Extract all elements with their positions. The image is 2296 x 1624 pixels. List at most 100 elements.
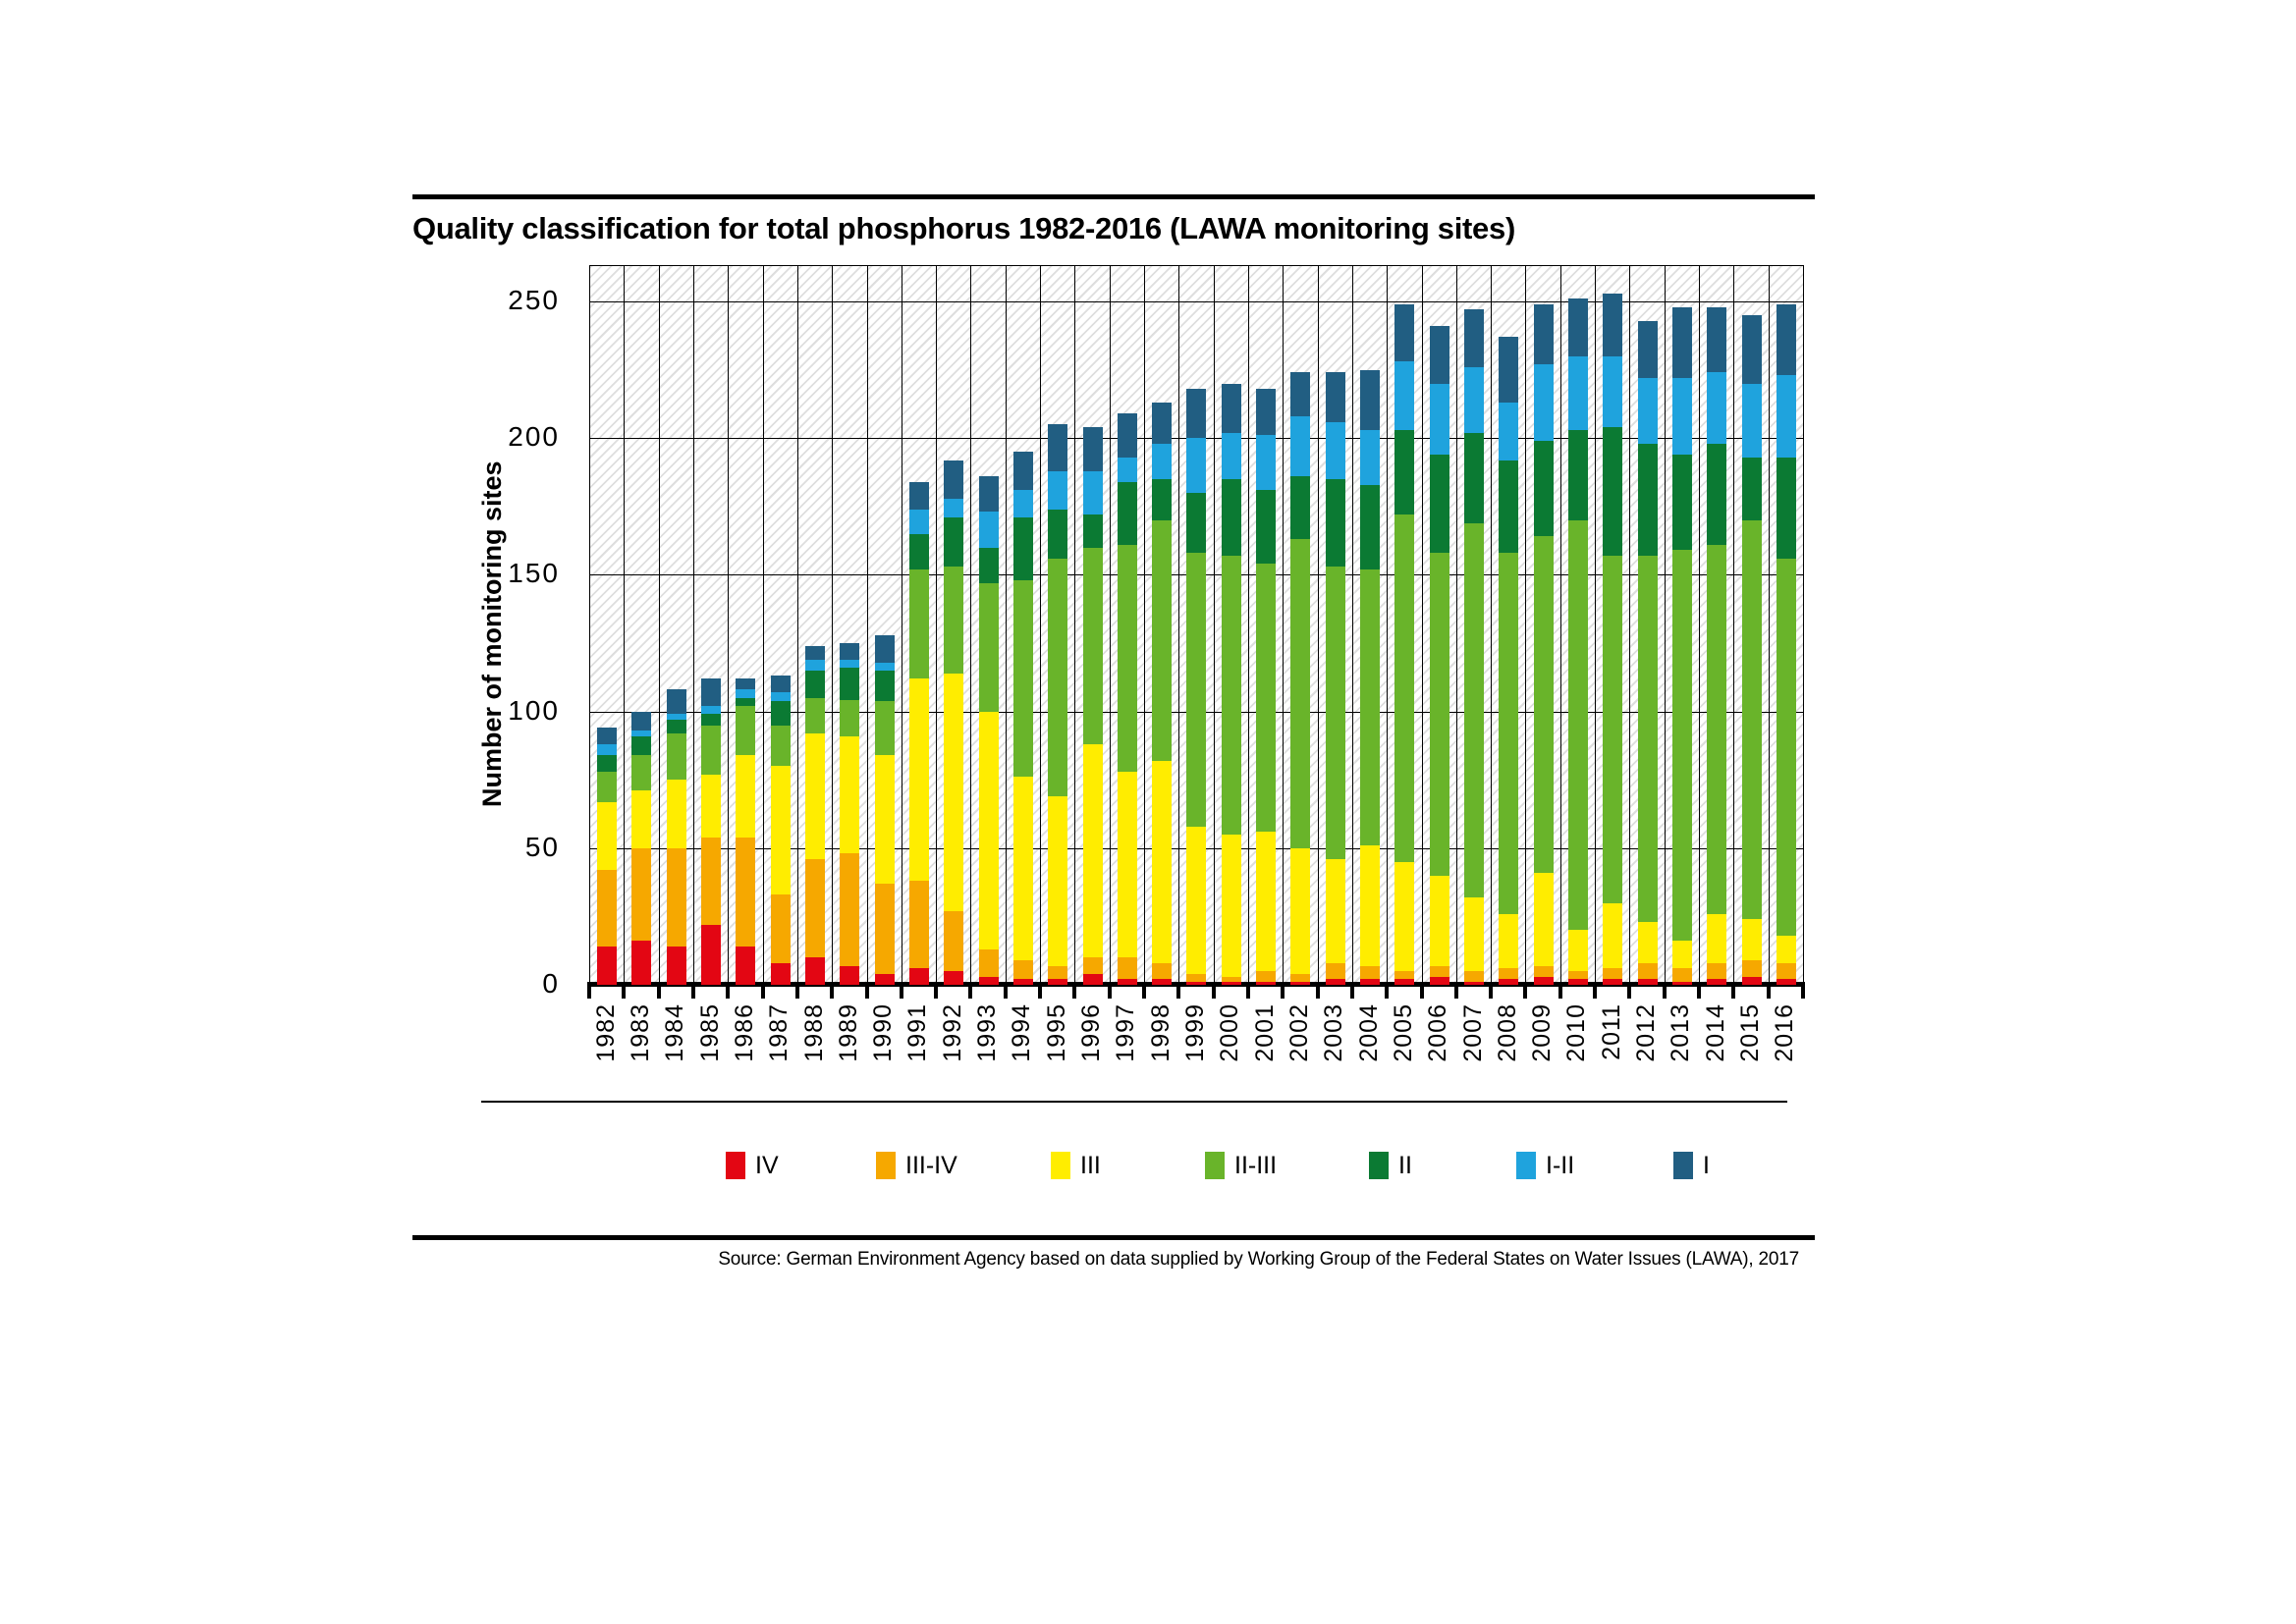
bar-segment-III [1082,744,1103,958]
x-tick-label: 2000 [1216,1003,1244,1062]
bar-segment-II [701,714,722,726]
bar-segment-III [874,755,895,885]
bar-segment-II-III [1325,567,1345,859]
stacked-bar-1992 [944,460,964,985]
bar-segment-III [1429,875,1449,966]
bar-segment-II [978,547,999,583]
bar-segment-II-III [1464,522,1484,897]
bar-segment-I [1567,298,1588,356]
bar-segment-I-II [770,692,791,701]
stacked-bar-2015 [1741,314,1762,985]
bar-segment-IV [1048,979,1068,985]
stacked-bar-2014 [1707,306,1727,985]
year-column [1596,266,1631,985]
bar-segment-III [1776,935,1796,963]
bar-segment-IV [1186,982,1207,985]
stacked-bar-1989 [840,643,860,985]
stacked-bar-1985 [701,678,722,985]
bar-segment-I-II [1464,366,1484,433]
bar-segment-I [1499,337,1519,404]
bar-segment-III [1707,913,1727,963]
legend-swatch [726,1152,745,1179]
bar-segment-I-II [1082,470,1103,515]
x-tick [1593,987,1598,999]
bar-segment-I-II [1533,364,1554,442]
y-tick-label: 100 [508,694,560,726]
bar-segment-I [1707,306,1727,373]
year-column [1075,266,1111,985]
bar-segment-I [1464,309,1484,367]
bar-segment-III [1394,861,1415,972]
bar-segment-II-III [1048,558,1068,796]
bar-segment-III-IV [1290,973,1311,983]
x-tick-label: 1999 [1181,1003,1209,1062]
bar-segment-III-IV [1360,965,1381,980]
stacked-bar-2004 [1360,369,1381,985]
bar-segment-II-III [1360,568,1381,846]
bar-segment-IV [1221,982,1241,985]
year-column [1249,266,1285,985]
stacked-bar-1993 [978,476,999,985]
bar-segment-III [908,678,929,882]
x-tick-label: 1993 [973,1003,1002,1062]
x-tick-label: 1994 [1008,1003,1036,1062]
bar-segment-IV [701,924,722,985]
x-tick [830,987,835,999]
bar-segment-III [1048,795,1068,966]
stacked-bar-2001 [1256,389,1277,985]
plot-area [589,265,1804,985]
x-tick-label: 2012 [1632,1003,1661,1062]
bar-segment-I [631,711,652,731]
bar-segment-I [1603,293,1623,356]
bar-segment-IV [978,976,999,985]
year-column [729,266,764,985]
x-tick [1315,987,1320,999]
bar-segment-III-IV [1221,976,1241,983]
bar-segment-III-IV [1776,962,1796,980]
x-tick-label: 1983 [626,1003,654,1062]
year-column [1492,266,1527,985]
x-tick-label: 2013 [1667,1003,1695,1062]
bar-segment-III-IV [1325,962,1345,980]
x-tick [690,987,695,999]
bar-segment-IV [805,957,826,985]
bar-segment-III [1186,826,1207,974]
x-tick [1245,987,1250,999]
bar-segment-I-II [631,731,652,736]
x-tick [760,987,765,999]
x-tick-label: 1996 [1077,1003,1106,1062]
bar-segment-II [1186,492,1207,554]
bar-segment-III [1117,771,1137,958]
bar-segment-II [1256,490,1277,565]
x-tick [1211,987,1216,999]
bar-segment-III [978,711,999,949]
bar-segment-I-II [666,714,686,720]
bar-segment-II [1048,509,1068,559]
bar-segment-II [631,735,652,756]
year-column [1423,266,1457,985]
bar-segment-I [944,460,964,499]
bar-segment-II-III [597,771,618,802]
stacked-bar-2011 [1603,293,1623,985]
bar-segment-II [1776,457,1796,559]
bar-segment-IV [631,941,652,985]
bar-segment-III-IV [631,847,652,942]
x-tick [1281,987,1285,999]
bar-segment-III [1256,832,1277,972]
bar-segment-IV [874,973,895,985]
stacked-bar-2000 [1221,383,1241,985]
bar-segment-I-II [1671,378,1692,455]
bar-segment-III [1325,858,1345,963]
bar-segment-I-II [1741,383,1762,458]
bar-segment-III-IV [1012,959,1033,980]
bar-segment-I-II [1360,429,1381,485]
stacked-bar-1982 [597,728,618,985]
bar-segment-I [1360,369,1381,430]
bar-segment-I [1671,306,1692,378]
stacked-bar-2010 [1567,298,1588,985]
bar-segment-II [874,670,895,701]
year-column [764,266,798,985]
x-tick-label: 2002 [1285,1003,1313,1062]
bar-segment-III-IV [944,910,964,972]
year-column [1353,266,1389,985]
